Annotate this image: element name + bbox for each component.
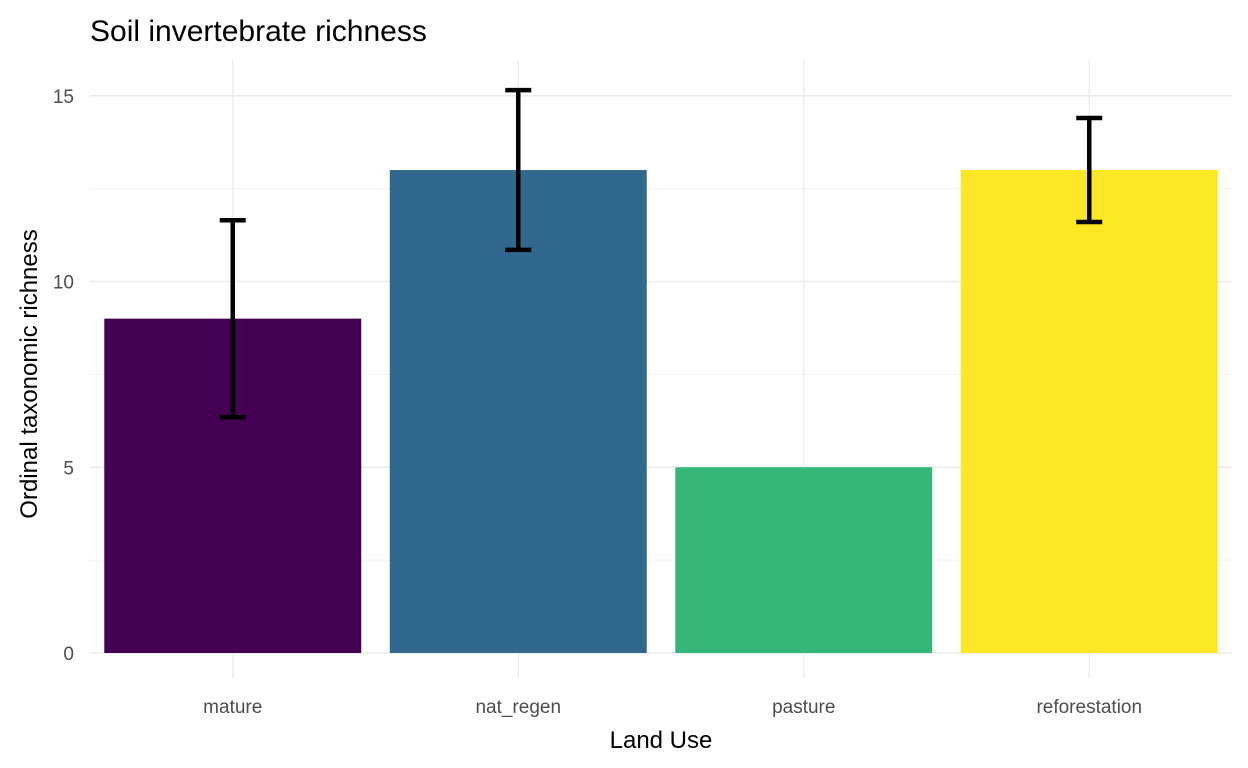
x-tick-label: mature (203, 697, 262, 718)
x-axis-ticks: mature nat_regen pasture reforestation (203, 697, 1142, 718)
chart-title: Soil invertebrate richness (90, 15, 427, 48)
errorbar-nat_regen (505, 87, 532, 253)
errorbar-reforestation (1076, 115, 1103, 225)
y-axis-ticks: 0 5 10 15 (53, 87, 74, 665)
y-tick-label: 5 (63, 458, 74, 479)
x-tick-label: reforestation (1036, 697, 1142, 718)
x-tick-label: pasture (772, 697, 835, 718)
error-bars (219, 87, 1103, 420)
x-tick-label: nat_regen (475, 697, 561, 718)
y-tick-label: 0 (63, 644, 74, 665)
y-axis-title: Ordinal taxonomic richness (16, 229, 43, 518)
bar-reforestation (960, 170, 1218, 654)
y-tick-label: 15 (53, 87, 74, 108)
x-axis-title: Land Use (610, 727, 713, 754)
errorbar-mature (219, 217, 246, 420)
y-tick-label: 10 (53, 273, 74, 294)
bar-pasture (675, 467, 933, 653)
bars (104, 170, 1218, 654)
